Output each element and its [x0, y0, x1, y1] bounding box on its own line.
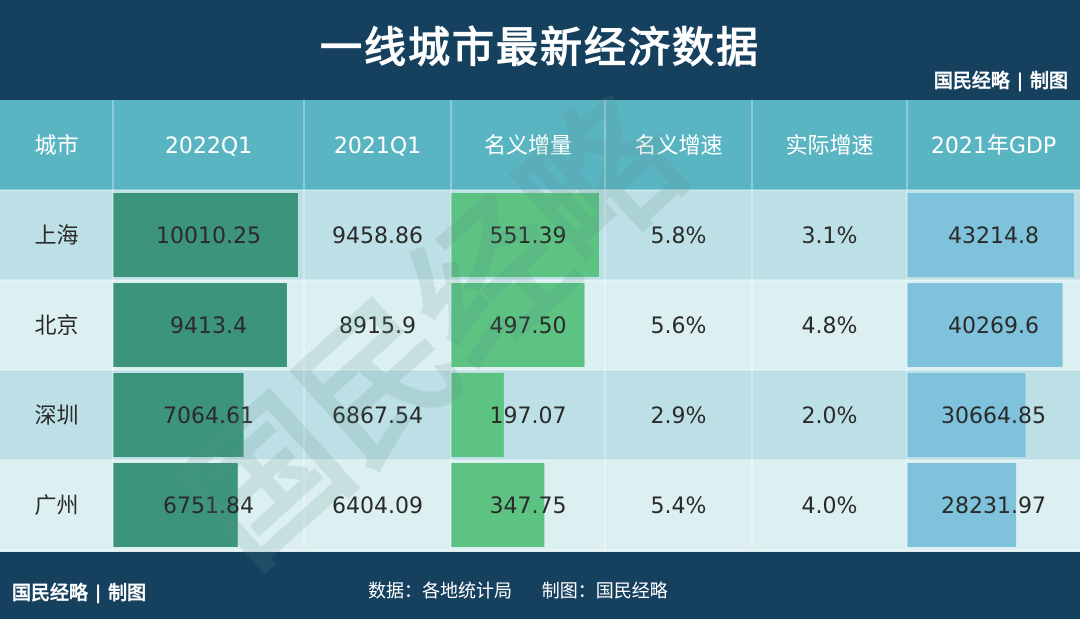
- table-cell: 7064.61: [163, 404, 254, 429]
- column-header: 2021年GDP: [931, 134, 1056, 159]
- table-cell: 5.4%: [651, 494, 707, 519]
- table-cell: 5.8%: [651, 224, 707, 249]
- column-header: 2021Q1: [334, 134, 421, 159]
- table-cell: 9458.86: [332, 224, 423, 249]
- bar-2021年GDP: [907, 283, 1063, 367]
- column-header: 实际增速: [785, 134, 873, 159]
- page-title: 一线城市最新经济数据: [319, 23, 760, 72]
- row-city: 广州: [34, 494, 78, 519]
- column-header: 名义增速: [634, 134, 722, 159]
- table-cell: 30664.85: [941, 404, 1046, 429]
- footer-source: 数据：各地统计局 制图：国民经略: [368, 577, 692, 603]
- bar-2022Q1: [113, 373, 244, 457]
- table-cell: 43214.8: [948, 224, 1039, 249]
- column-header: 名义增量: [484, 134, 572, 159]
- bar-名义增量: [451, 193, 599, 277]
- table-cell: 8915.9: [339, 314, 416, 339]
- table-cell: 28231.97: [941, 494, 1046, 519]
- table-cell: 6751.84: [163, 494, 254, 519]
- table-cell: 497.50: [490, 314, 567, 339]
- table-cell: 6404.09: [332, 494, 423, 519]
- bar-2022Q1: [113, 283, 287, 367]
- row-city: 北京: [34, 314, 78, 339]
- bar-2022Q1: [113, 193, 298, 277]
- bar-2022Q1: [113, 463, 238, 547]
- column-header: 2022Q1: [165, 134, 252, 159]
- table-cell: 6867.54: [332, 404, 423, 429]
- bar-名义增量: [451, 373, 504, 457]
- bar-2021年GDP: [907, 463, 1017, 547]
- brand-label-top: 国民经略 | 制图: [933, 70, 1068, 92]
- table-cell: 5.6%: [651, 314, 707, 339]
- brand-label-bottom: 国民经略 | 制图: [12, 582, 147, 604]
- bar-名义增量: [451, 283, 585, 367]
- data-source-note: 数据：各地统计局: [368, 581, 512, 602]
- bar-2021年GDP: [907, 193, 1074, 277]
- table-cell: 2.0%: [802, 404, 858, 429]
- table-header-bg: [0, 100, 1080, 190]
- table-cell: 197.07: [490, 404, 567, 429]
- table-cell: 10010.25: [156, 224, 261, 249]
- row-city: 深圳: [34, 404, 78, 429]
- data-table: 城市 2022Q1 2021Q1 名义增量 名义增速 实际增速 2021年GDP 上海 1001…: [0, 100, 1080, 552]
- bar-2021年GDP: [907, 373, 1026, 457]
- table-cell: 551.39: [490, 224, 567, 249]
- row-city: 上海: [34, 224, 78, 249]
- table-cell: 3.1%: [802, 224, 858, 249]
- table-svg: 城市 2022Q1 2021Q1 名义增量 名义增速 实际增速 2021年GDP 上海 1001…: [0, 100, 1080, 551]
- table-cell: 4.0%: [802, 494, 858, 519]
- table-cell: 4.8%: [802, 314, 858, 339]
- table-cell: 40269.6: [948, 314, 1039, 339]
- table-cell: 2.9%: [651, 404, 707, 429]
- table-cell: 347.75: [490, 494, 567, 519]
- table-cell: 9413.4: [170, 314, 247, 339]
- column-header: 城市: [34, 134, 78, 159]
- bar-名义增量: [451, 463, 545, 547]
- made-by-note: 制图：国民经略: [541, 581, 668, 602]
